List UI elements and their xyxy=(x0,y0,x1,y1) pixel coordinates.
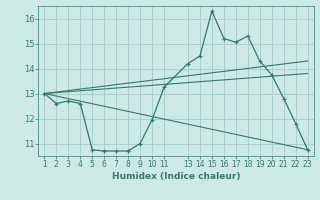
X-axis label: Humidex (Indice chaleur): Humidex (Indice chaleur) xyxy=(112,172,240,181)
